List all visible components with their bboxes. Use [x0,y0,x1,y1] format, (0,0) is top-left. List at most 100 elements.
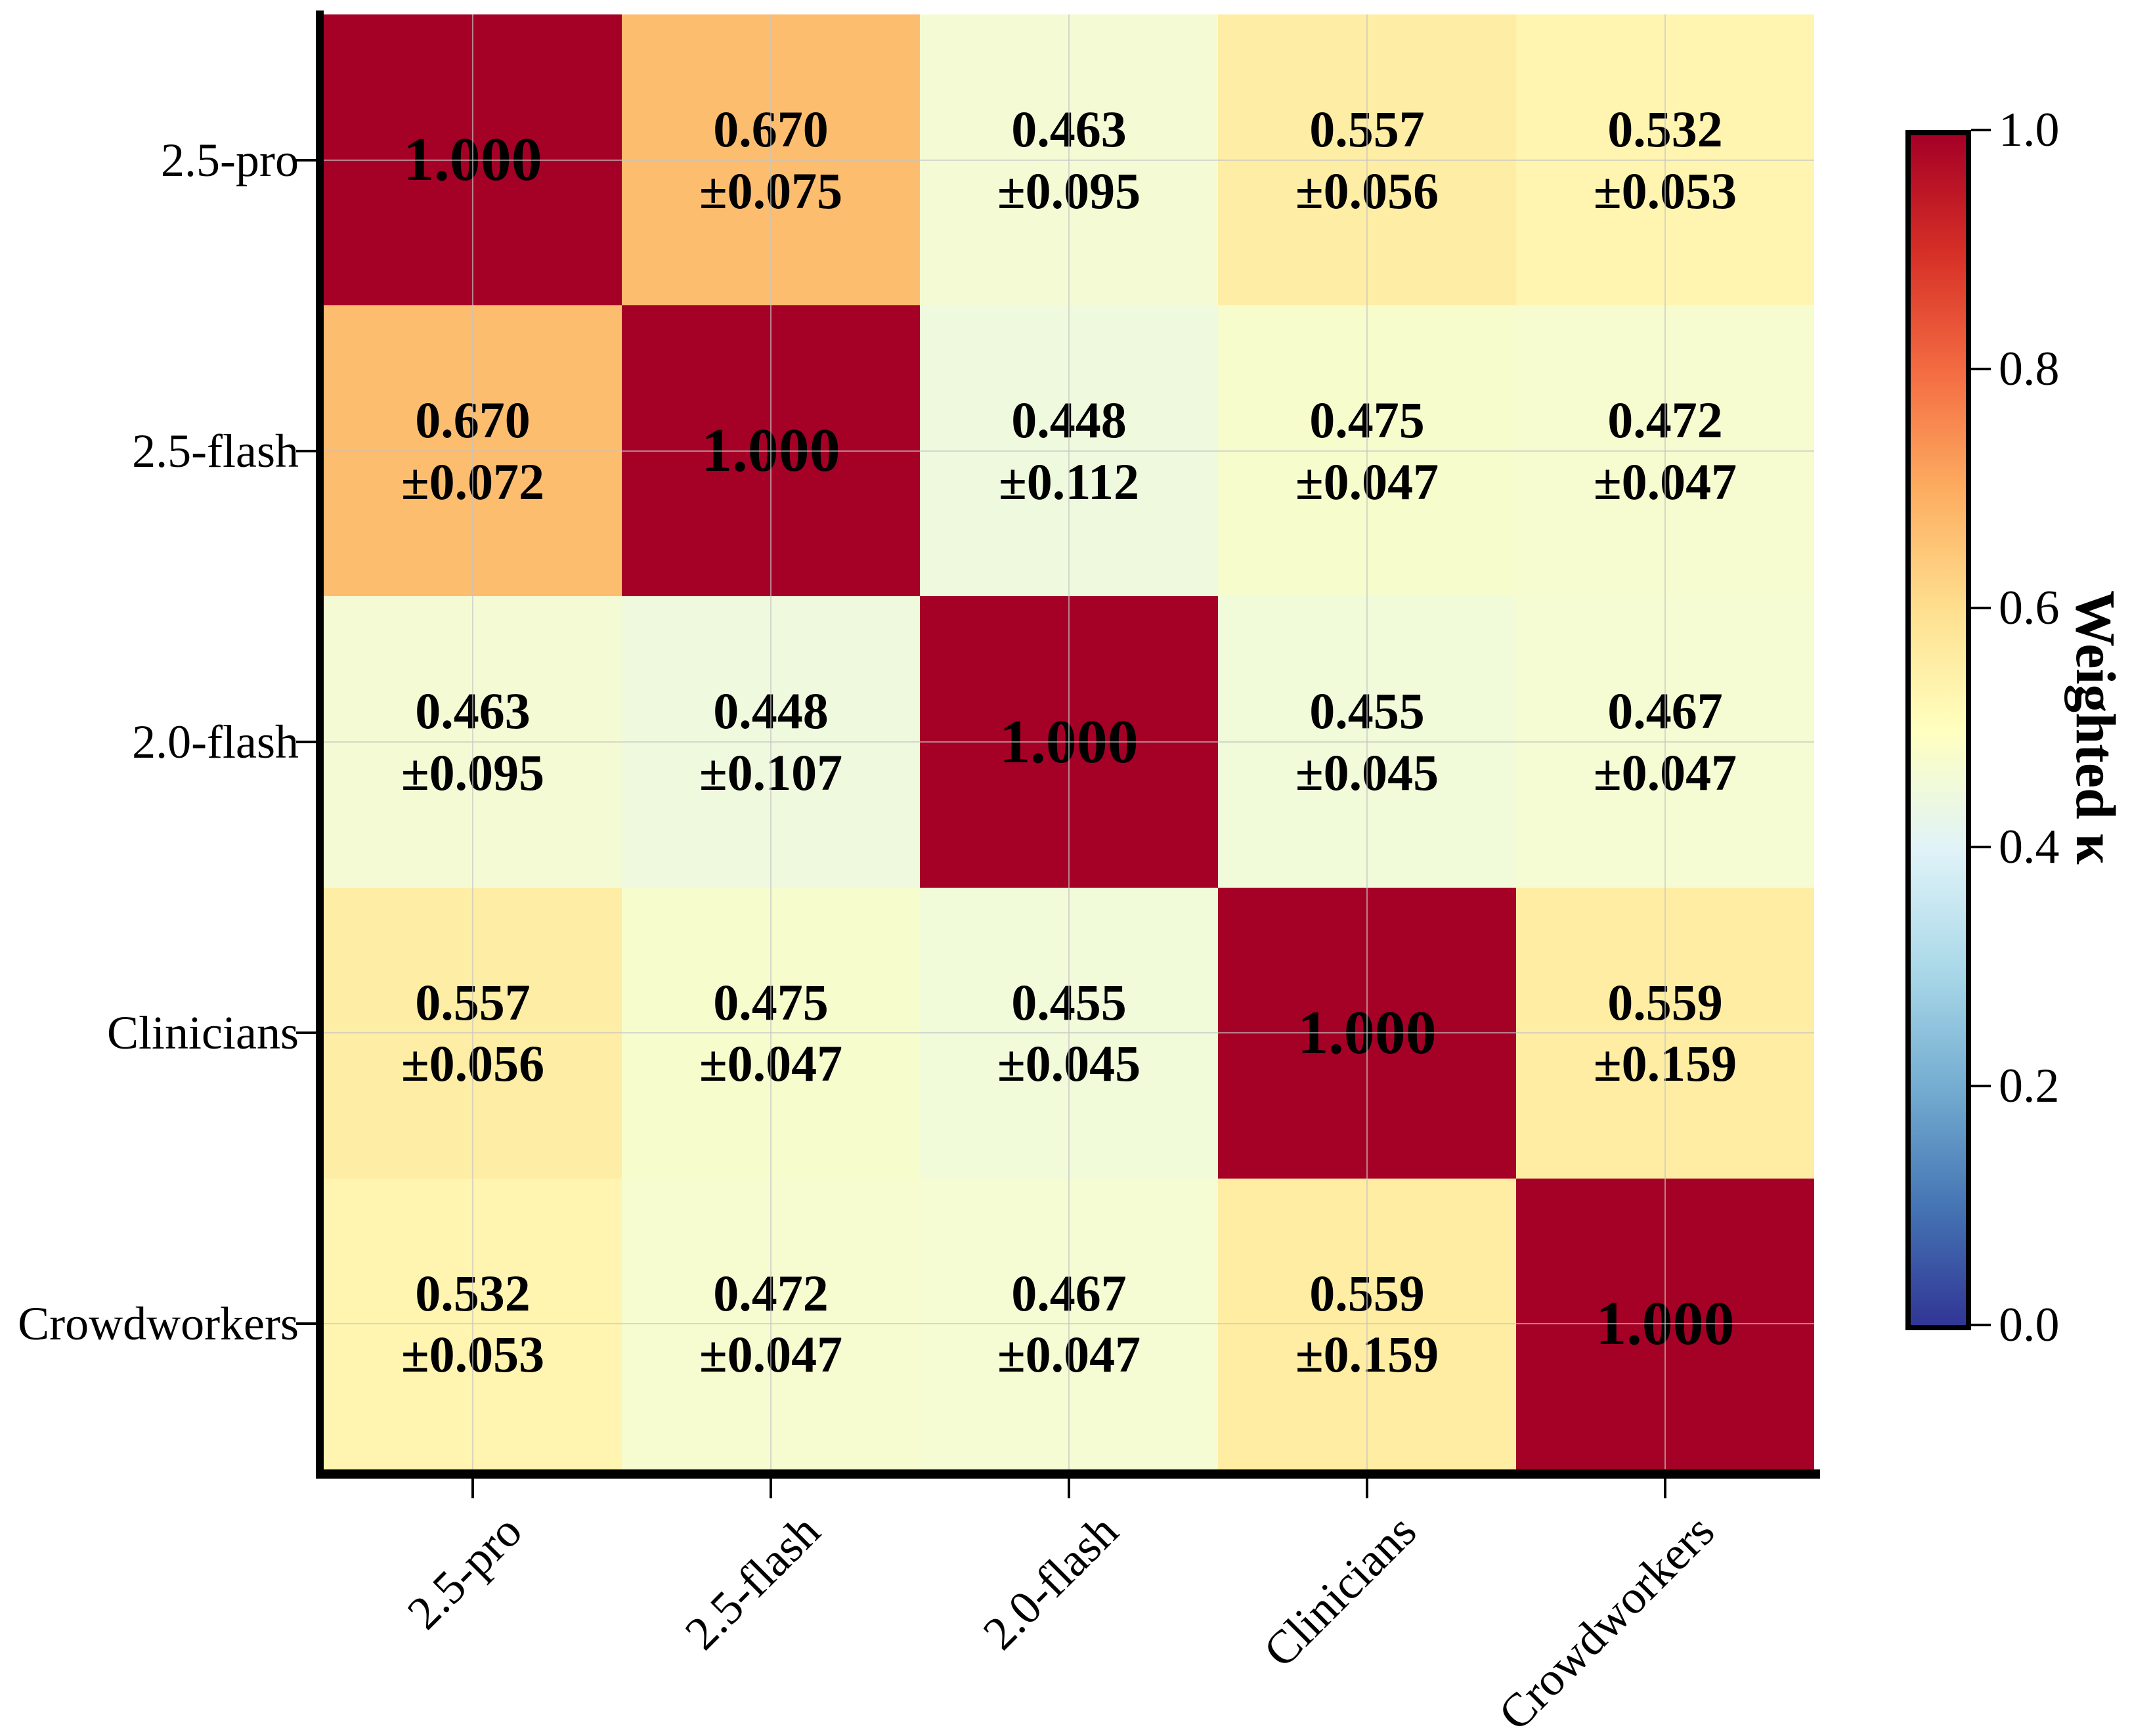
cell-value: 0.532 [1607,100,1723,158]
colorbar-tick-label: 0.0 [1999,1298,2060,1352]
heatmap-cell: 1.000 [1218,887,1516,1179]
y-tick-label: 2.5-flash [132,424,299,477]
heatmap-cell: 0.448 ±0.107 [622,596,920,888]
cell-error: ±0.075 [699,162,843,219]
heatmap-cell: 0.559 ±0.159 [1516,887,1814,1179]
cell-error: ±0.045 [997,1035,1141,1093]
cell-value: 0.463 [1011,100,1127,158]
cell-value: 1.000 [403,125,542,194]
cell-error: ±0.045 [1295,743,1439,801]
heatmap-cell: 0.670 ±0.075 [622,14,920,306]
colorbar-tick-label: 0.8 [1999,342,2060,396]
heatmap-cell: 0.475 ±0.047 [622,887,920,1179]
cell-error: ±0.159 [1593,1035,1737,1093]
x-tick-label: 2.5-pro [397,1504,532,1639]
cell-error: ±0.056 [401,1035,545,1093]
cell-value: 1.000 [701,416,840,485]
colorbar-tick-mark [1971,368,1991,370]
cell-value: 0.448 [1011,391,1127,449]
cell-value: 0.475 [1309,391,1425,449]
cell-value: 0.559 [1309,1264,1425,1322]
cell-value: 0.557 [1309,100,1425,158]
cell-error: ±0.047 [1593,452,1737,510]
colorbar-tick-label: 0.4 [1999,820,2060,874]
cell-error: ±0.047 [699,1035,843,1093]
heatmap-cell: 0.559 ±0.159 [1218,1178,1516,1469]
y-tick-mark [296,1322,316,1326]
heatmap-cell: 1.000 [324,14,622,306]
cell-value: 0.455 [1011,973,1127,1031]
heatmap-cell: 1.000 [1516,1178,1814,1469]
heatmap-cell: 0.557 ±0.056 [1218,14,1516,306]
cell-value: 1.000 [1596,1289,1735,1358]
heatmap-cell: 0.467 ±0.047 [1516,596,1814,888]
colorbar-tick-label: 0.2 [1999,1059,2060,1113]
heatmap-cell: 0.463 ±0.095 [324,596,622,888]
cell-error: ±0.047 [997,1326,1141,1383]
heatmap-cell: 0.532 ±0.053 [324,1178,622,1469]
cell-value: 0.467 [1607,682,1723,740]
x-tick-mark [471,1479,474,1498]
heatmap-cell: 0.455 ±0.045 [920,887,1218,1179]
cell-value: 0.455 [1309,682,1425,740]
y-tick-label: 2.0-flash [132,716,299,768]
colorbar-tick-mark [1971,129,1991,131]
heatmap-cell: 0.467 ±0.047 [920,1178,1218,1469]
cell-value: 0.670 [415,391,531,449]
cell-error: ±0.095 [997,162,1141,219]
cell-value: 1.000 [999,707,1139,776]
cell-value: 0.557 [415,973,531,1031]
cell-value: 0.448 [713,682,829,740]
cell-value: 0.463 [415,682,531,740]
x-tick-mark [1664,1479,1666,1498]
cell-value: 0.472 [1607,391,1723,449]
heatmap-cell: 0.455 ±0.045 [1218,596,1516,888]
heatmap-cell: 0.532 ±0.053 [1516,14,1814,306]
cell-error: ±0.107 [699,743,843,801]
cell-value: 1.000 [1297,998,1437,1067]
y-tick-mark [296,158,316,162]
cell-error: ±0.056 [1295,162,1439,219]
x-tick-mark [1366,1479,1368,1498]
cell-value: 0.670 [713,100,829,158]
heatmap-cell: 0.448 ±0.112 [920,305,1218,597]
y-tick-label: 2.5-pro [161,133,299,186]
colorbar-tick-mark [1971,1324,1991,1326]
x-tick-label: 2.0-flash [972,1504,1129,1660]
colorbar-tick-mark [1971,607,1991,609]
cell-value: 0.475 [713,973,829,1031]
cell-error: ±0.095 [401,743,545,801]
y-tick-label: Crowdworkers [18,1297,299,1351]
cell-value: 0.467 [1011,1264,1127,1322]
y-tick-mark [296,449,316,452]
cell-error: ±0.047 [699,1326,843,1383]
cell-error: ±0.112 [998,452,1139,510]
heatmap-cell: 0.472 ±0.047 [622,1178,920,1469]
y-tick-mark [296,1031,316,1035]
cell-error: ±0.047 [1295,452,1439,510]
heatmap-cell: 0.472 ±0.047 [1516,305,1814,597]
colorbar [1905,130,1971,1330]
cell-error: ±0.053 [401,1326,545,1383]
cell-value: 0.559 [1607,973,1723,1031]
x-tick-label: 2.5-flash [674,1504,831,1660]
colorbar-title: Weighted κ [2064,590,2127,865]
y-tick-label: Clinicians [107,1007,299,1060]
x-tick-mark [770,1479,772,1498]
heatmap-cell: 1.000 [622,305,920,597]
colorbar-tick-label: 1.0 [1999,103,2060,157]
heatmap-cell: 0.670 ±0.072 [324,305,622,597]
colorbar-tick-mark [1971,846,1991,848]
cell-error: ±0.053 [1593,162,1737,219]
heatmap-cell: 0.557 ±0.056 [324,887,622,1179]
x-tick-label: Clinicians [1253,1504,1427,1678]
x-tick-mark [1068,1479,1070,1498]
cell-error: ±0.159 [1295,1326,1439,1383]
heatmap-cell: 0.475 ±0.047 [1218,305,1516,597]
colorbar-tick-label: 0.6 [1999,581,2060,635]
cell-error: ±0.047 [1593,743,1737,801]
y-tick-mark [296,741,316,743]
heatmap-plot: 1.000 0.670 ±0.075 0.463 ±0.095 0.557 ±0.056 0.… [324,14,1814,1469]
y-axis-spine [316,11,324,1479]
